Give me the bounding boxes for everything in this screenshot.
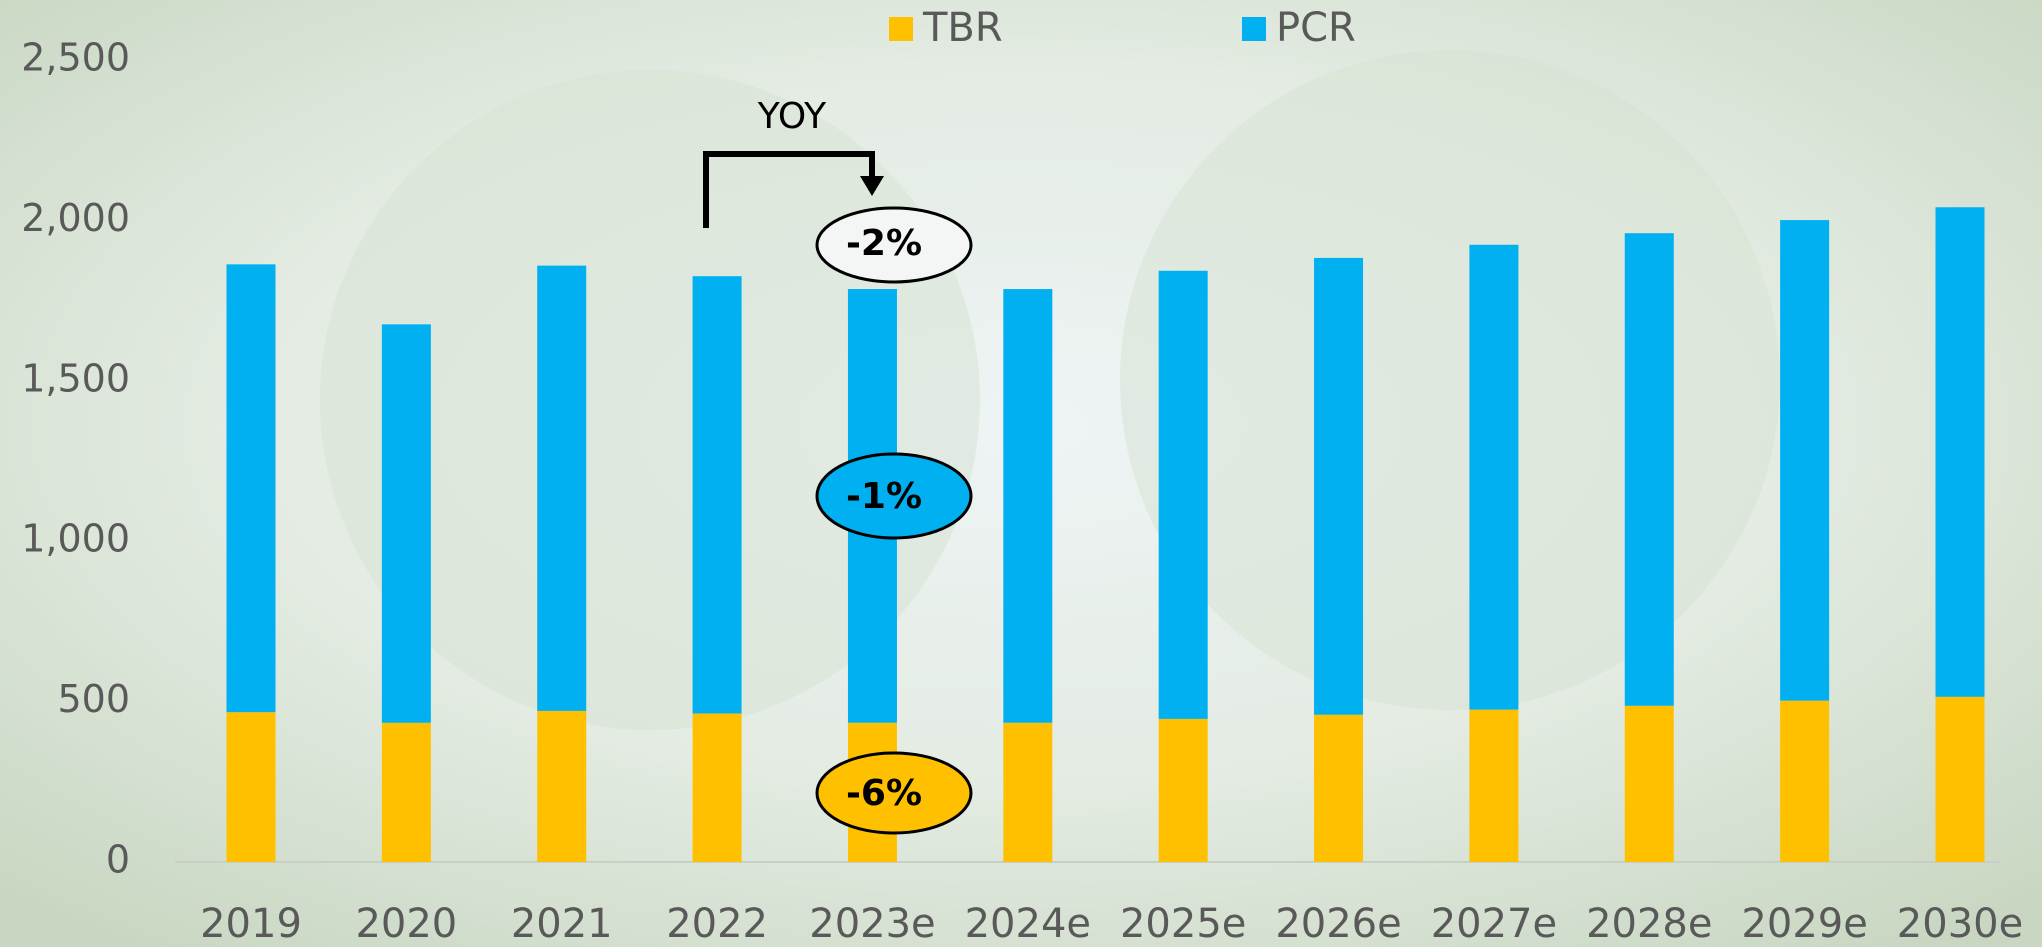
x-tick-label: 2021 [511,901,613,947]
bar-segment [1469,245,1518,710]
annotation-label: -6% [846,773,922,814]
bar-segment [1625,706,1674,862]
x-tick-label: 2026e [1275,901,1401,947]
y-tick-label: 2,500 [21,36,130,80]
bar-segment [1469,710,1518,862]
y-tick-label: 0 [106,838,130,882]
y-tick-label: 500 [57,677,130,721]
bar-segment [537,711,586,862]
bar-segment [1159,719,1208,862]
bar-segment [537,266,586,711]
x-tick-label: 2022 [666,901,768,947]
page: 0 500 1,000 1,500 2,000 2,500 2019 2020 2021 2022… [0,0,2042,947]
bar-segment [693,276,742,713]
x-tick-label: 2024e [965,901,1091,947]
bar-segment [1936,207,1985,697]
bar-segment [1003,723,1052,862]
bar-segment [1936,697,1985,862]
bar-segment [227,712,276,862]
y-tick-label: 2,000 [21,196,130,240]
x-tick-label: 2027e [1431,901,1557,947]
bar-segment [1314,258,1363,715]
bar-segment [227,264,276,712]
x-tick-label: 2028e [1586,901,1712,947]
annotation-label: -2% [846,223,922,264]
legend-label: TBR [922,5,1003,51]
bar-segment [1314,715,1363,862]
bar-segment [1159,271,1208,719]
x-tick-label: 2025e [1120,901,1246,947]
x-tick-label: 2030e [1897,901,2023,947]
legend-swatch [889,17,913,41]
x-tick-label: 2029e [1741,901,1867,947]
bar-segment [1625,233,1674,706]
x-tick-label: 2023e [809,901,935,947]
bar-segment [693,713,742,862]
annotation-label: YOY [757,96,827,137]
bar-segment [1780,220,1829,701]
bar-segment [382,324,431,722]
legend-label: PCR [1276,5,1356,51]
background-shape [1120,50,1780,710]
y-tick-label: 1,500 [21,356,130,400]
annotation-label: -1% [846,476,922,517]
chart: 0 500 1,000 1,500 2,000 2,500 2019 2020 2021 2022… [0,0,2042,947]
legend-swatch [1242,17,1266,41]
x-tick-label: 2019 [200,901,302,947]
x-tick-label: 2020 [355,901,457,947]
bar-segment [1780,701,1829,862]
bar-segment [382,723,431,862]
bar-segment [1003,289,1052,723]
y-tick-label: 1,000 [21,517,130,561]
